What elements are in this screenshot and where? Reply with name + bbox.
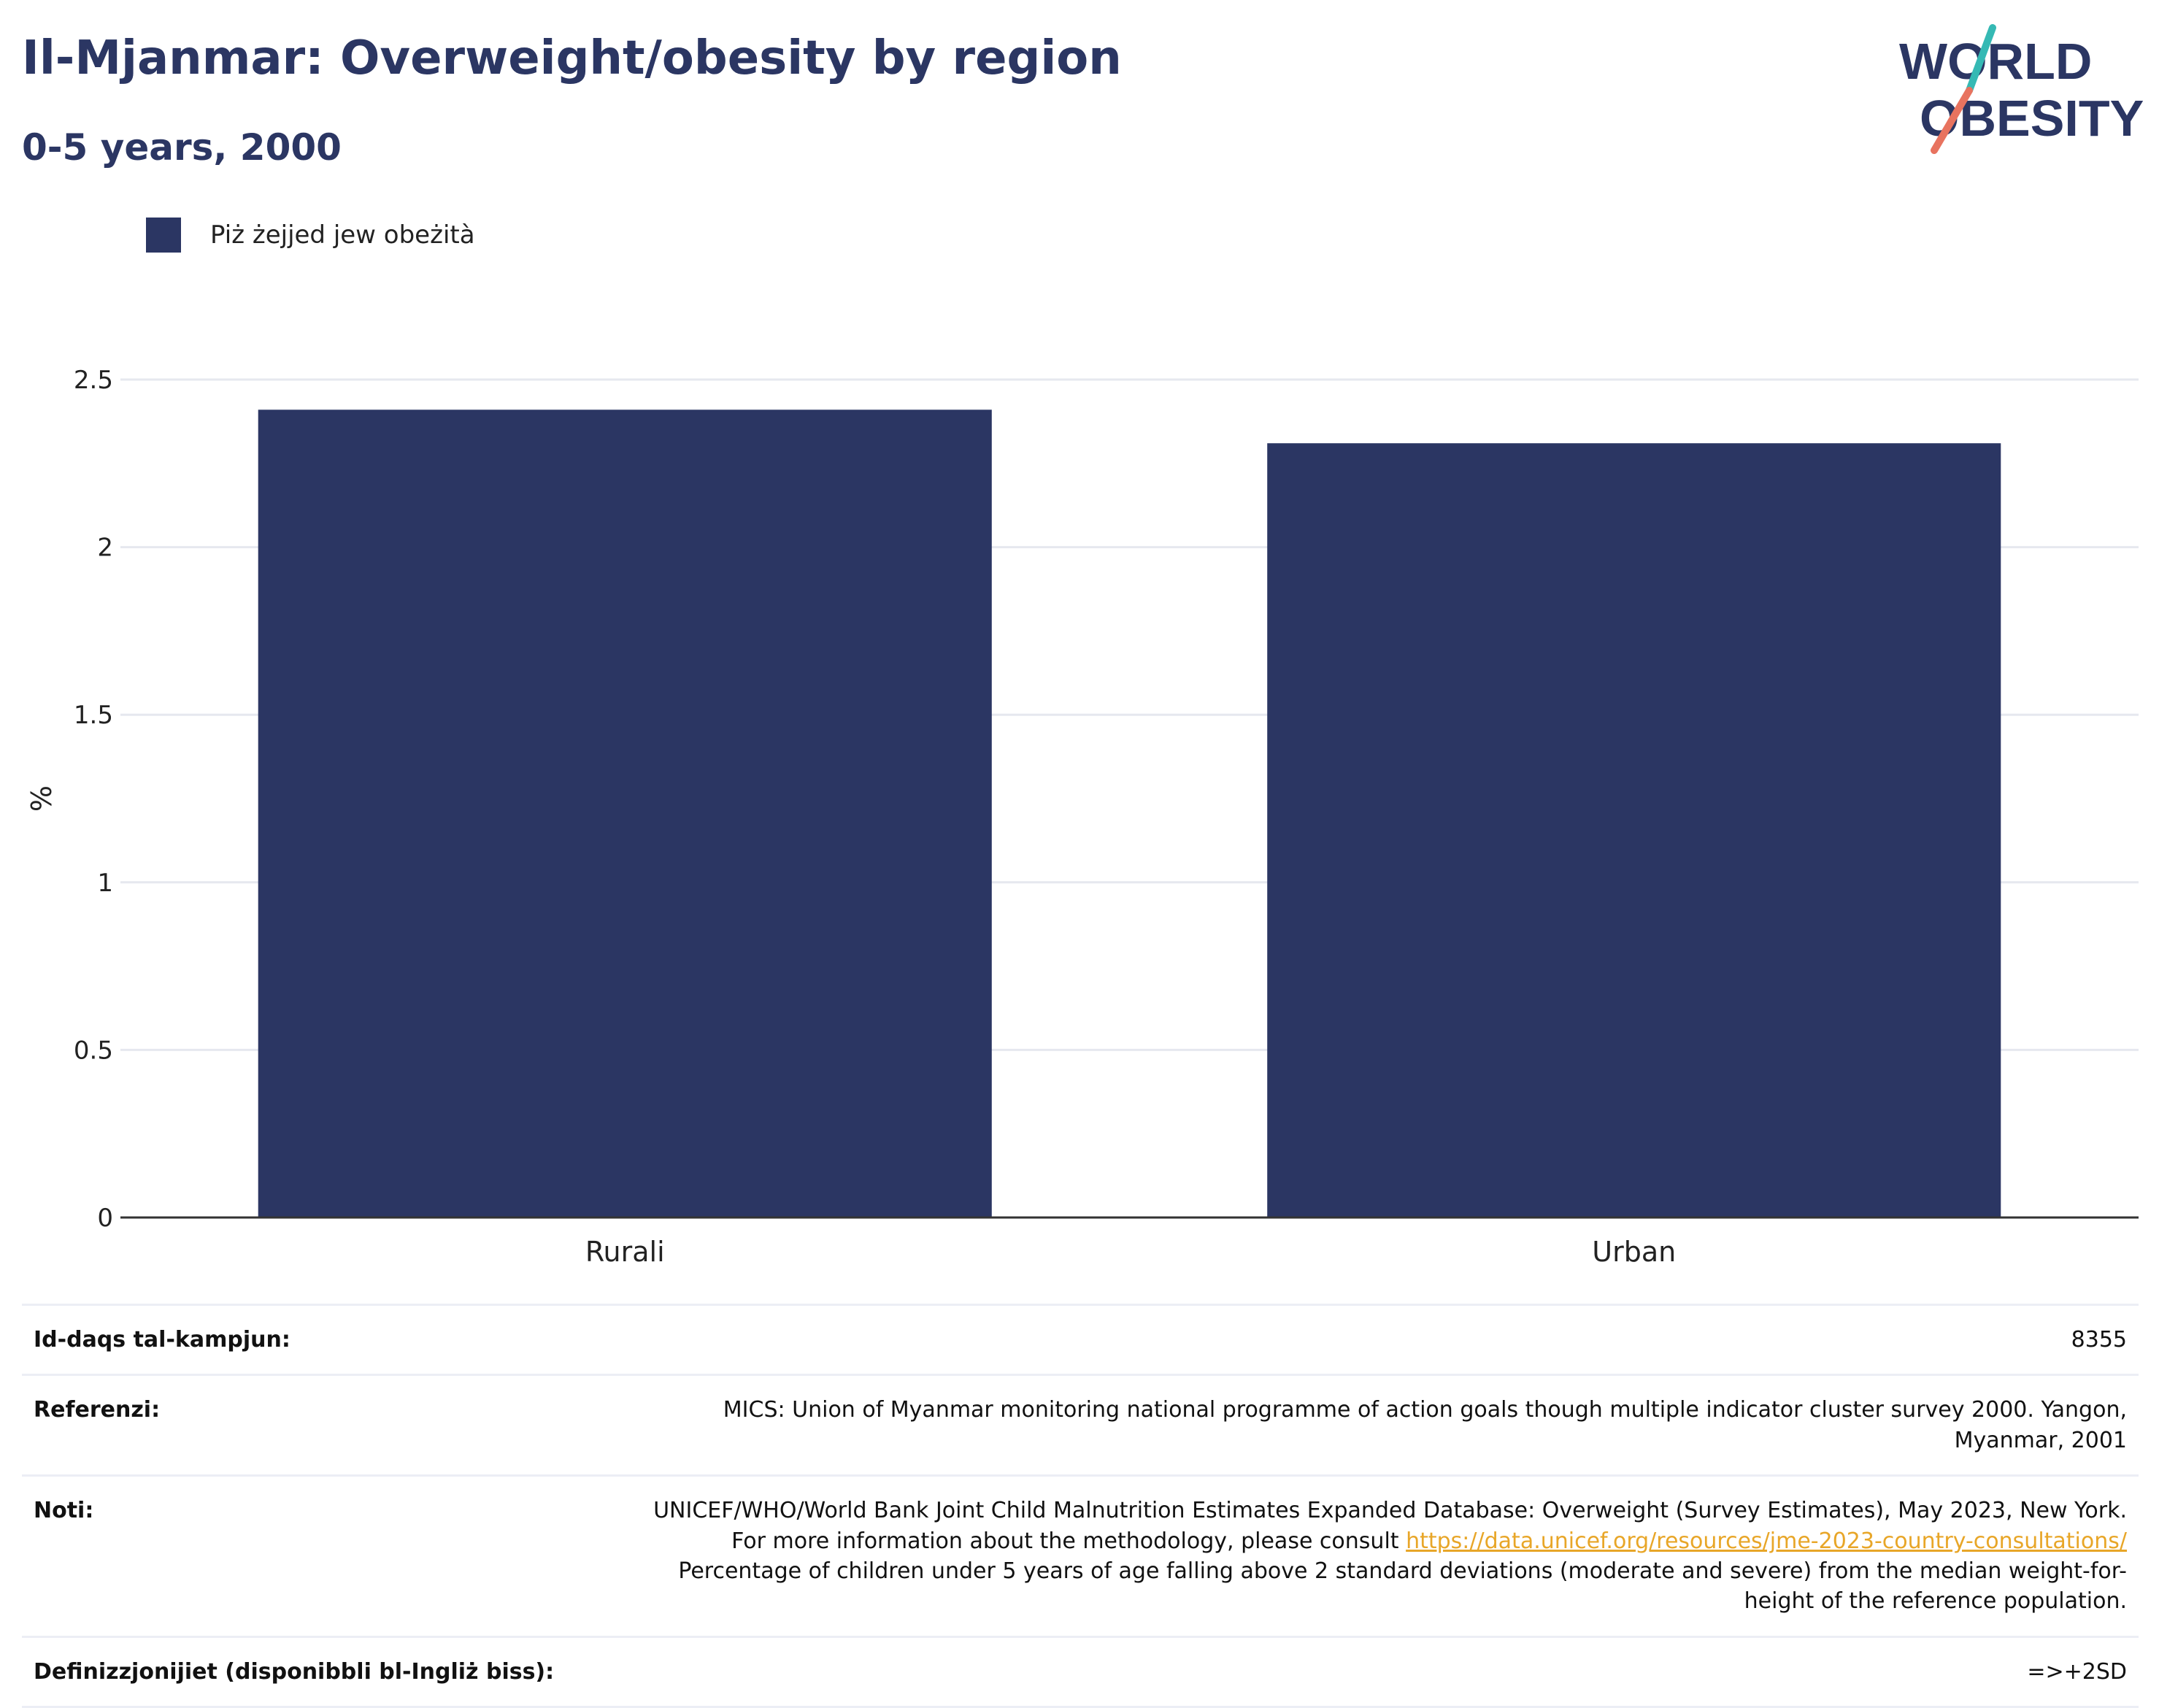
references-label: Referenzi: xyxy=(22,1374,615,1477)
notes-label: Noti: xyxy=(22,1474,615,1638)
chart-subtitle: 0-5 years, 2000 xyxy=(22,126,342,169)
sample-size-value: 8355 xyxy=(615,1303,2139,1377)
notes-link[interactable]: https://data.unicef.org/resources/jme-20… xyxy=(1406,1528,2127,1554)
references-value: MICS: Union of Myanmar monitoring nation… xyxy=(615,1374,2139,1477)
logo-word-world: WORLD xyxy=(1899,33,2092,90)
bar-rurali[interactable] xyxy=(258,409,992,1217)
logo-slash-coral xyxy=(1931,87,1973,154)
bars xyxy=(258,409,2001,1217)
legend-label: Piż żejjed jew obeżità xyxy=(210,220,475,250)
logo-slash-teal xyxy=(1966,24,1996,94)
chart-title: Il-Mjanmar: Overweight/obesity by region xyxy=(22,31,1122,85)
y-axis-label: % xyxy=(26,785,58,812)
y-tick-label: 0 xyxy=(97,1204,113,1233)
x-tick-label: Rurali xyxy=(585,1236,665,1268)
notes-text-after: Percentage of children under 5 years of … xyxy=(678,1558,2127,1615)
y-tick-label: 1.5 xyxy=(74,701,113,730)
notes-text-before: UNICEF/WHO/World Bank Joint Child Malnut… xyxy=(653,1498,2127,1554)
notes-value: UNICEF/WHO/World Bank Joint Child Malnut… xyxy=(615,1474,2139,1638)
definitions-value: =>+2SD xyxy=(615,1635,2139,1708)
info-table: Id-daqs tal-kampjun: 8355 Referenzi: MIC… xyxy=(22,1303,2139,1708)
y-tick-label: 0.5 xyxy=(74,1036,113,1065)
y-tick-label: 2 xyxy=(97,534,113,563)
definitions-label: Definizzjonijiet (disponibbli bl-Ingliż … xyxy=(22,1635,615,1708)
x-tick-label: Urban xyxy=(1592,1236,1676,1268)
notes-row: Noti: UNICEF/WHO/World Bank Joint Child … xyxy=(22,1474,2139,1638)
y-tick-labels: 0 0.5 1 1.5 2 2.5 xyxy=(74,366,113,1233)
definitions-row: Definizzjonijiet (disponibbli bl-Ingliż … xyxy=(22,1635,2139,1708)
world-obesity-logo: WORLD OBESITY xyxy=(1899,24,2144,154)
references-row: Referenzi: MICS: Union of Myanmar monito… xyxy=(22,1374,2139,1477)
sample-size-label: Id-daqs tal-kampjun: xyxy=(22,1303,615,1377)
y-tick-label: 1 xyxy=(97,869,113,898)
legend[interactable]: Piż żejjed jew obeżità xyxy=(146,218,475,253)
sample-size-row: Id-daqs tal-kampjun: 8355 xyxy=(22,1303,2139,1377)
legend-swatch xyxy=(146,218,181,253)
bar-urban[interactable] xyxy=(1267,443,2001,1217)
x-tick-labels: Rurali Urban xyxy=(585,1236,1676,1268)
y-tick-label: 2.5 xyxy=(74,366,113,395)
bar-chart: 0 0.5 1 1.5 2 2.5 Rurali Urban % xyxy=(26,366,2139,1268)
